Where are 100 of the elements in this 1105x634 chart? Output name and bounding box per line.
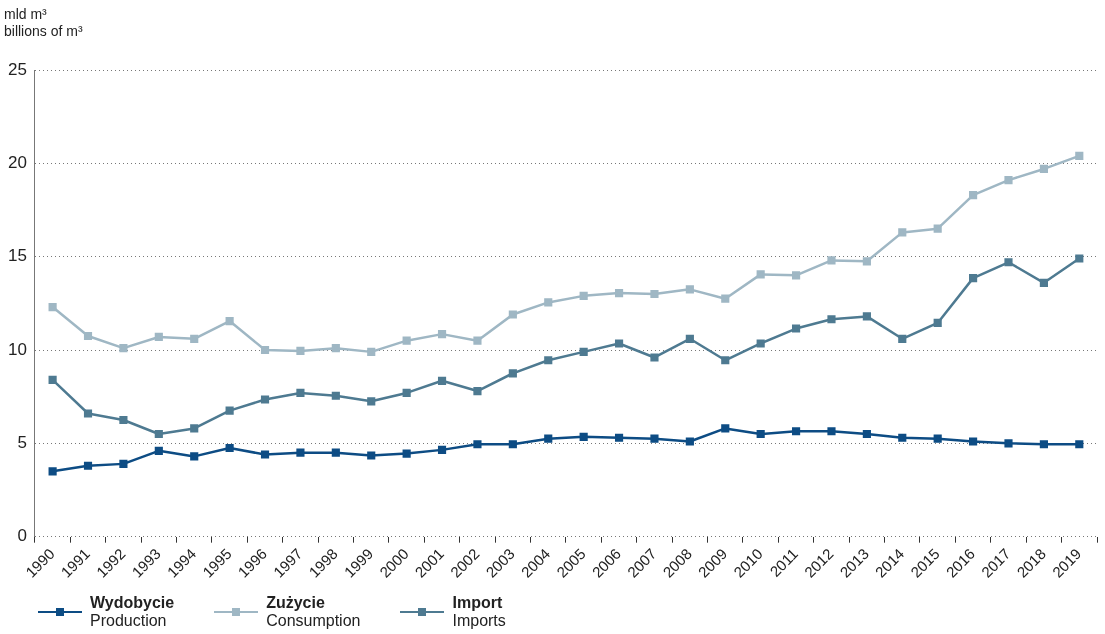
point: [225, 443, 234, 453]
point: [544, 356, 553, 365]
point: [898, 433, 907, 442]
point: [792, 271, 801, 280]
point: [827, 315, 836, 324]
point: [1039, 164, 1048, 174]
point: [260, 395, 270, 404]
y-tick-label: 0: [17, 526, 27, 546]
point: [827, 256, 836, 265]
point: [721, 294, 730, 303]
point: [756, 429, 765, 439]
point: [862, 429, 871, 439]
point: [1004, 258, 1013, 267]
point: [1004, 439, 1013, 448]
point: [473, 440, 482, 449]
point: [898, 228, 907, 237]
point: [154, 332, 163, 342]
point: [614, 339, 624, 348]
point: [969, 190, 978, 200]
point: [792, 427, 801, 436]
point: [1004, 176, 1013, 185]
point: [331, 391, 340, 400]
point: [83, 461, 93, 470]
point: [473, 387, 482, 396]
legend-label: Import Imports: [452, 594, 506, 630]
chart-title: mld m³: [4, 6, 48, 23]
chart-subtitle: billions of m³: [4, 23, 83, 40]
point: [544, 298, 553, 307]
point: [1075, 151, 1084, 160]
point: [260, 345, 270, 355]
point: [685, 285, 694, 294]
point: [933, 434, 942, 443]
point: [898, 334, 907, 343]
y-tick-label: 5: [17, 433, 27, 453]
y-tick-label: 25: [7, 59, 27, 79]
point: [331, 344, 340, 353]
y-tick-label: 20: [7, 153, 27, 173]
point: [48, 467, 57, 476]
point: [933, 318, 942, 328]
y-tick-label: 15: [7, 246, 27, 266]
point: [650, 353, 659, 362]
point: [614, 433, 624, 442]
point: [508, 440, 517, 449]
point: [119, 459, 128, 468]
point: [756, 270, 765, 279]
point: [1075, 254, 1084, 263]
point: [331, 448, 340, 457]
point: [721, 356, 730, 365]
point: [792, 324, 801, 333]
point: [437, 445, 447, 454]
point: [402, 449, 411, 458]
point: [119, 415, 128, 425]
point: [154, 446, 163, 455]
point: [614, 288, 624, 298]
point: [862, 257, 871, 266]
point: [827, 427, 836, 436]
point: [579, 291, 588, 300]
y-tick-label: 10: [7, 339, 27, 359]
point: [969, 437, 978, 446]
point: [685, 437, 694, 446]
point: [402, 388, 411, 398]
point: [969, 274, 978, 283]
point: [83, 409, 93, 418]
point: [862, 312, 871, 321]
point: [933, 224, 942, 233]
legend-label: Wydobycie Production: [90, 594, 175, 630]
point: [1039, 278, 1048, 287]
point: [83, 331, 93, 341]
point: [544, 434, 553, 443]
point: [756, 339, 765, 348]
point: [721, 424, 730, 433]
point: [296, 448, 305, 457]
point: [367, 451, 376, 460]
point: [48, 375, 57, 384]
point: [437, 330, 447, 339]
point: [225, 316, 234, 326]
point: [296, 346, 305, 356]
point: [260, 450, 270, 459]
point: [190, 424, 199, 433]
point: [685, 334, 694, 343]
point: [154, 429, 163, 439]
point: [579, 347, 588, 356]
point: [508, 310, 517, 319]
point: [367, 397, 376, 406]
point: [1075, 440, 1084, 449]
point: [402, 336, 411, 345]
point: [190, 452, 199, 461]
point: [508, 369, 517, 378]
point: [48, 302, 57, 312]
point: [650, 434, 659, 443]
point: [225, 406, 234, 415]
point: [367, 347, 376, 356]
point: [296, 388, 305, 398]
point: [579, 432, 588, 441]
point: [1039, 440, 1048, 449]
point: [437, 376, 447, 385]
legend-label: Zużycie Consumption: [266, 594, 361, 630]
point: [473, 336, 482, 345]
point: [190, 334, 199, 343]
point: [650, 289, 659, 299]
